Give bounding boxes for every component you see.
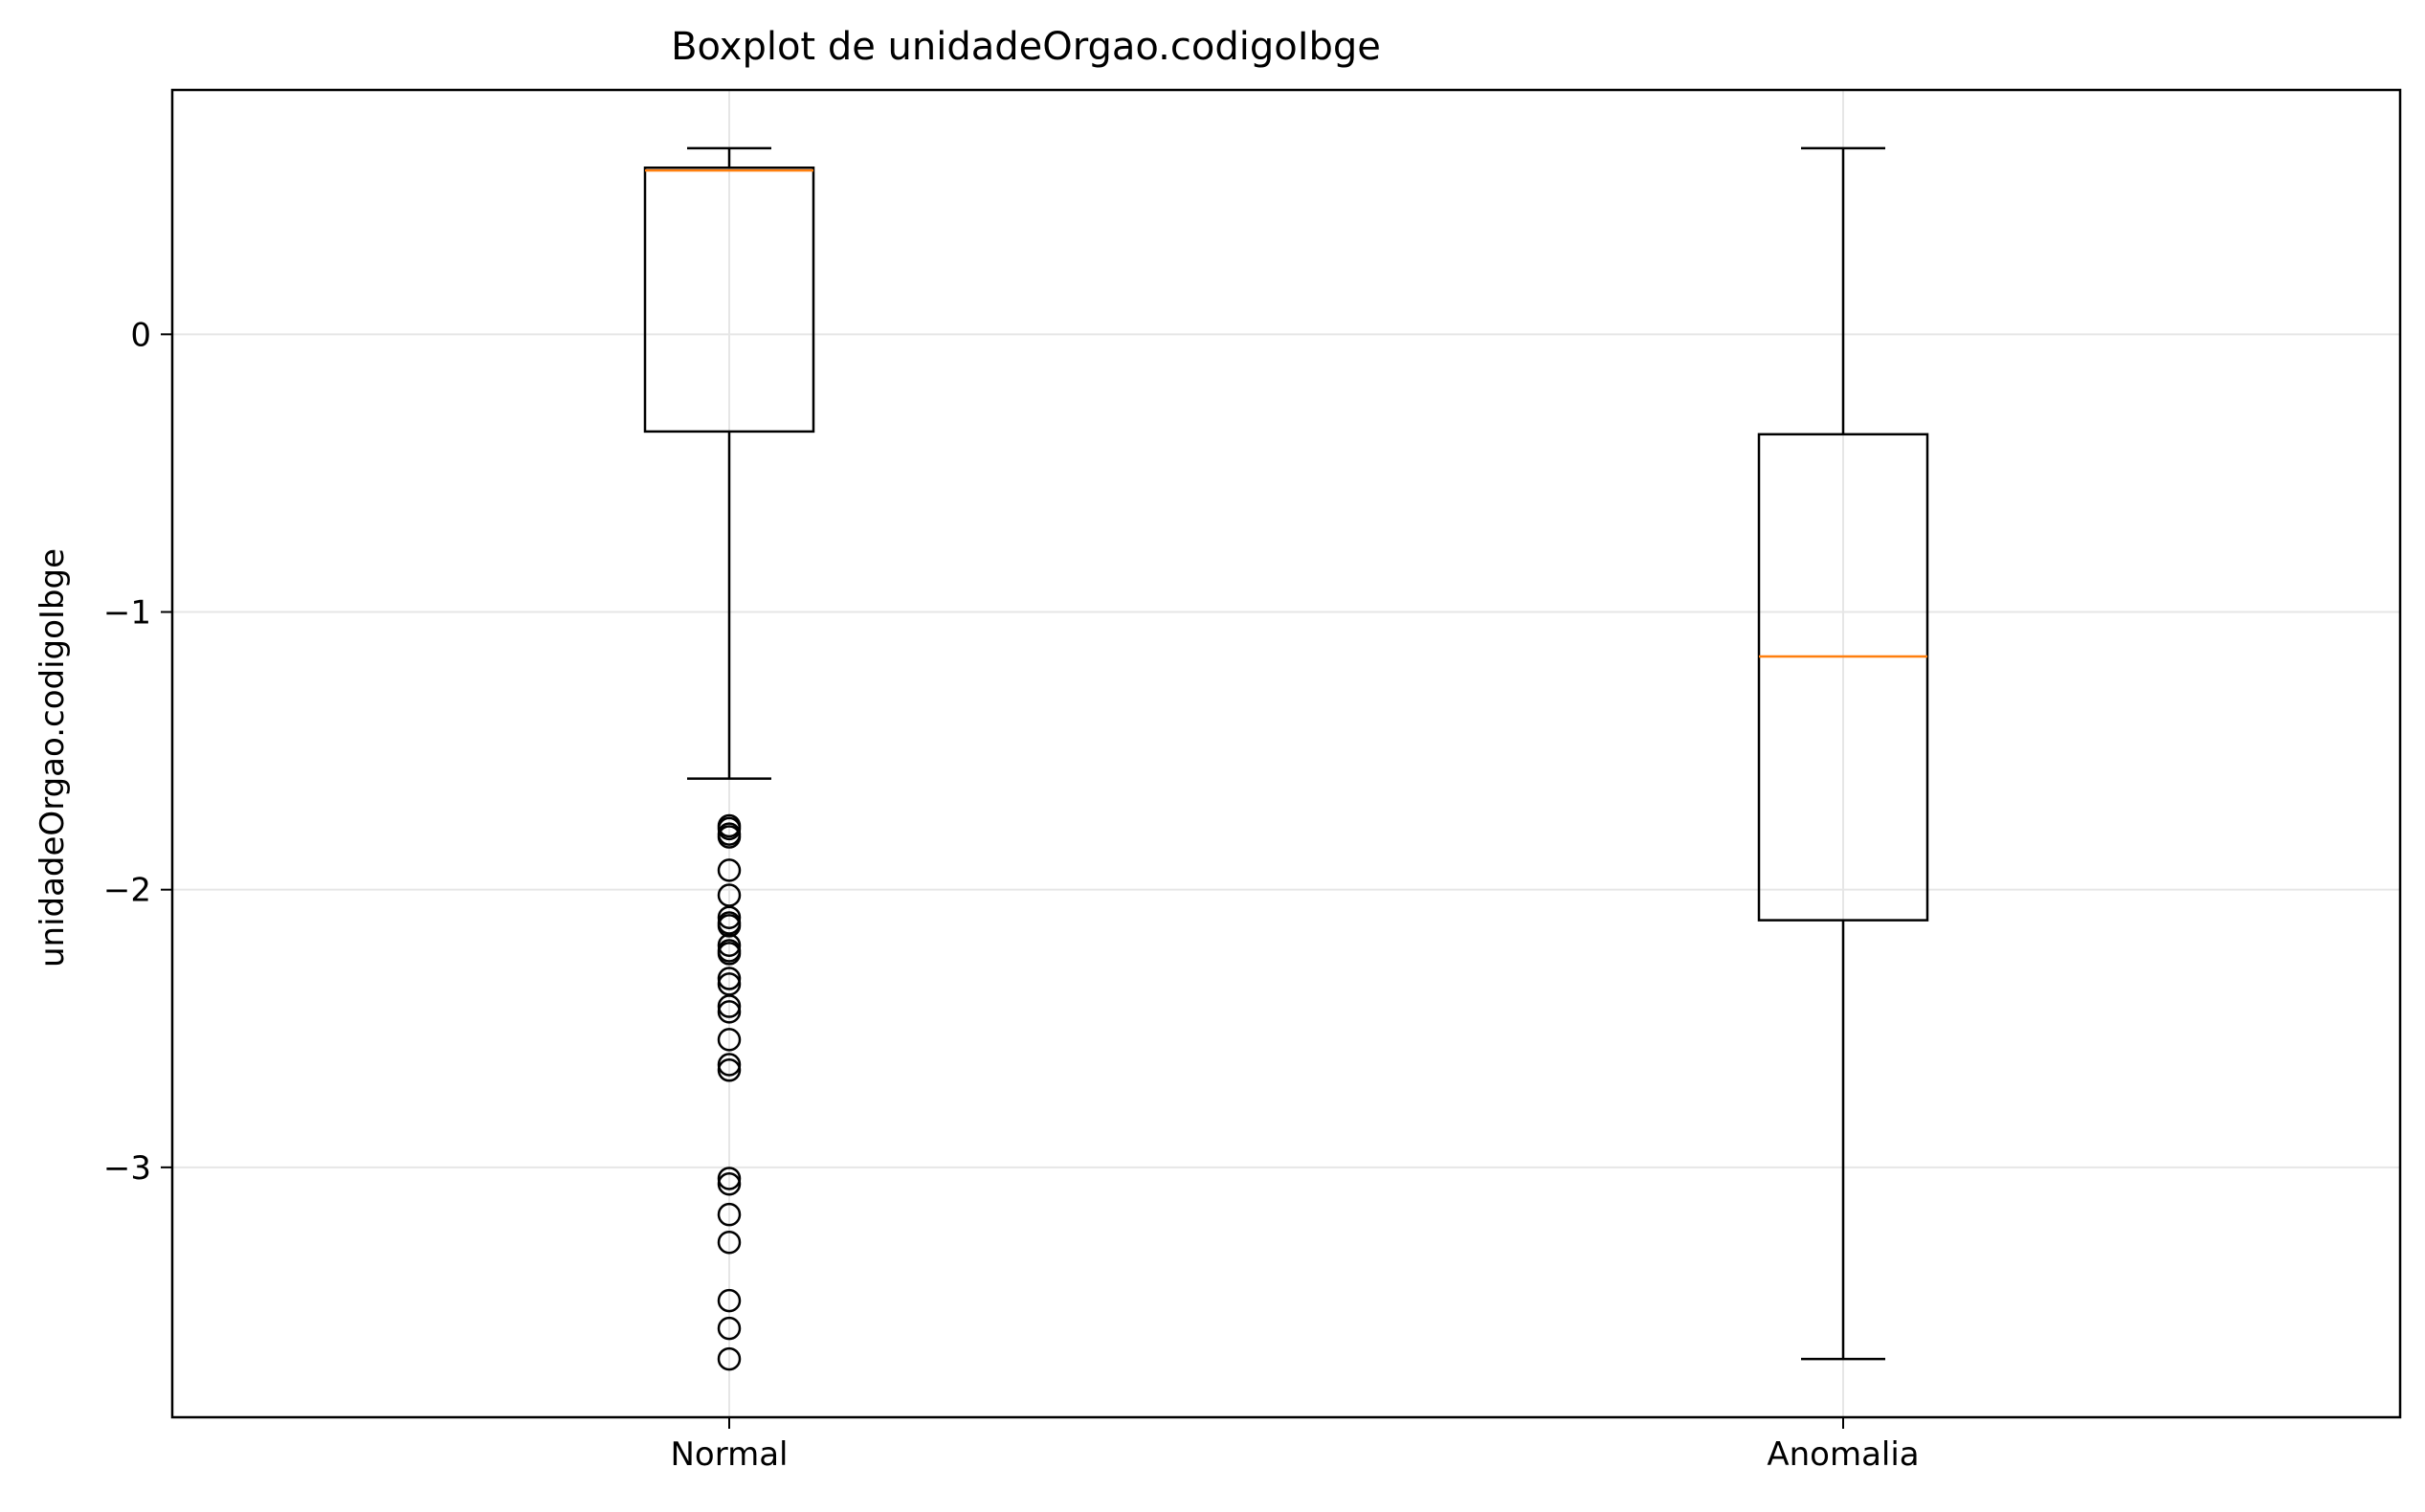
outlier-point xyxy=(717,905,742,929)
iqr-box xyxy=(643,166,815,434)
y-tick-label: −2 xyxy=(103,872,151,910)
outlier-point xyxy=(717,1230,742,1255)
outlier-point xyxy=(717,1288,742,1313)
y-tick-label: −3 xyxy=(103,1149,151,1188)
outlier-point xyxy=(717,1058,742,1082)
outlier-point xyxy=(717,858,742,882)
outlier-point xyxy=(717,825,742,849)
y-tick-label: 0 xyxy=(130,316,151,354)
box-group xyxy=(643,146,1929,1371)
outlier-point xyxy=(717,942,742,966)
x-tick-label: Normal xyxy=(670,1435,788,1474)
axes: 0 −1 −2 −3 Normal Anomalia xyxy=(103,316,1920,1474)
outlier-point xyxy=(717,1316,742,1341)
plot-frame xyxy=(170,88,2402,1419)
outlier-point xyxy=(717,1028,742,1052)
outlier-point xyxy=(717,1167,742,1190)
y-axis-label: unidadeOrgao.codigoIbge xyxy=(33,548,72,967)
outlier-point xyxy=(717,1202,742,1227)
chart-title: Boxplot de unidadeOrgao.codigoIbge xyxy=(671,25,1381,69)
outlier-point xyxy=(717,1000,742,1024)
box-anomalia xyxy=(1757,146,1929,1361)
outlier-point xyxy=(717,994,742,1018)
outlier-point xyxy=(717,816,742,841)
outlier-point xyxy=(717,1346,742,1371)
outlier-point xyxy=(717,914,742,938)
y-tick-label: −1 xyxy=(103,594,151,633)
box-normal xyxy=(643,146,815,1371)
outlier-point xyxy=(717,967,742,990)
iqr-box xyxy=(1757,433,1929,922)
x-tick-label: Anomalia xyxy=(1767,1435,1919,1474)
outlier-point xyxy=(717,1053,742,1077)
outlier-point xyxy=(717,1172,742,1196)
outlier-point xyxy=(717,933,742,957)
